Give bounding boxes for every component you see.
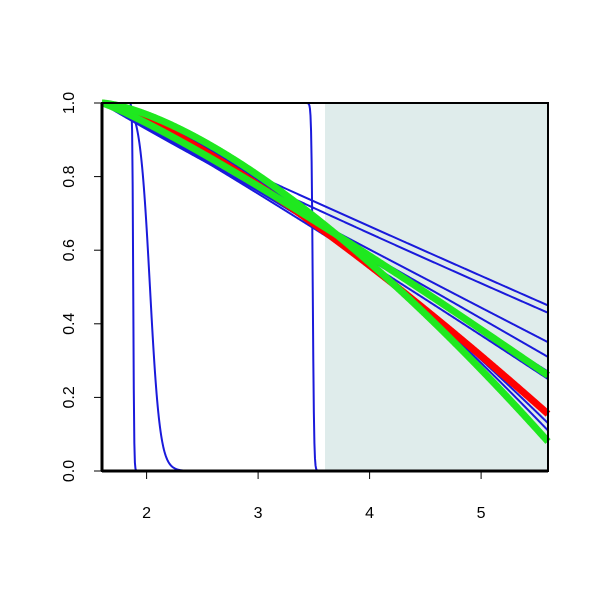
x-axis-ticks: 2 3 4 5: [142, 471, 486, 522]
y-tick-label: 1.0: [61, 92, 78, 114]
y-axis-ticks: 0.0 0.2 0.4 0.6 0.8 1.0: [61, 92, 102, 482]
x-tick-label: 2: [142, 505, 151, 522]
x-tick-label: 4: [365, 505, 374, 522]
y-tick-label: 0.6: [61, 239, 78, 261]
y-tick-label: 0.4: [61, 313, 78, 335]
y-tick-label: 0.8: [61, 165, 78, 187]
y-tick-label: 0.0: [61, 460, 78, 482]
x-tick-label: 5: [477, 505, 486, 522]
axes: [100, 102, 549, 473]
series-line-green-13: [99, 99, 551, 445]
x-tick-label: 3: [254, 505, 263, 522]
y-tick-label: 0.2: [61, 386, 78, 408]
shaded-region: [325, 103, 548, 471]
series-line-red-11: [99, 99, 551, 417]
